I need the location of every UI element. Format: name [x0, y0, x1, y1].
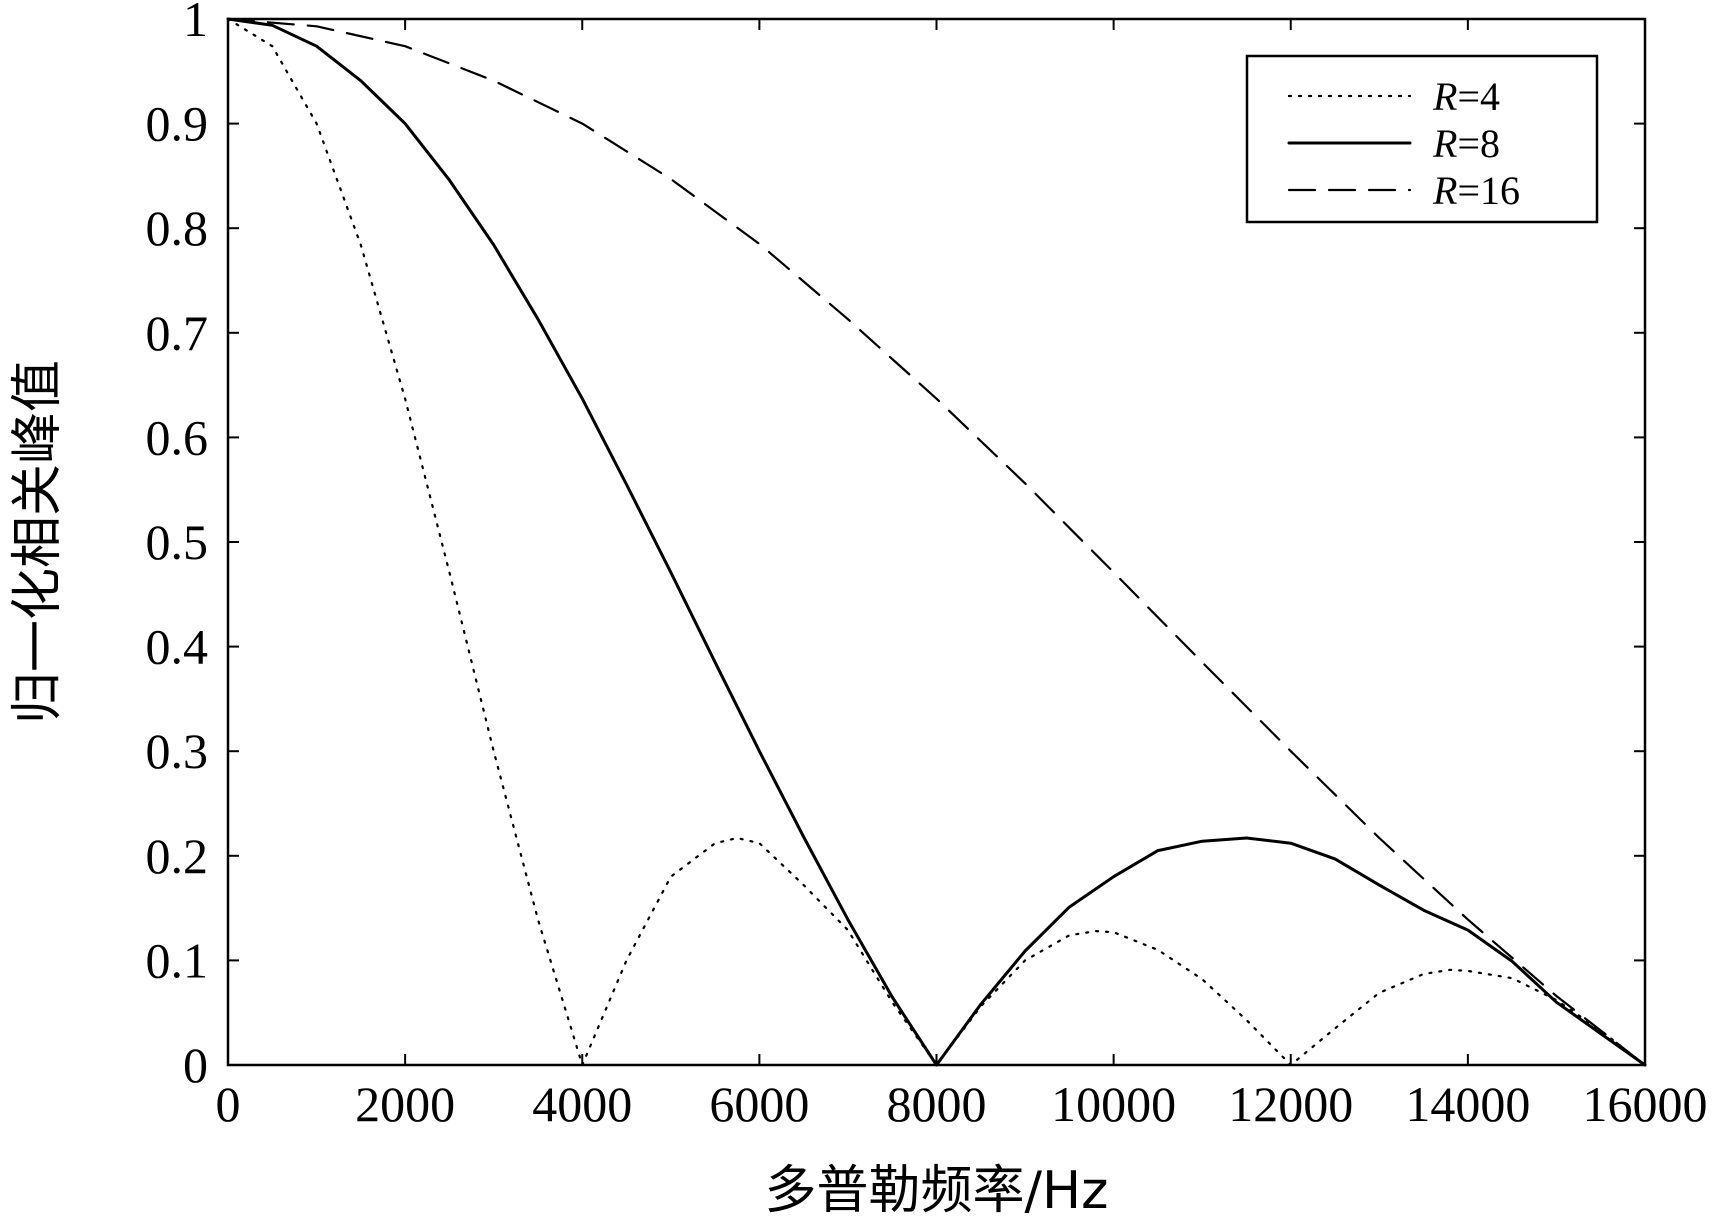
legend-label-value: =4: [1457, 74, 1500, 119]
x-tick-label: 14000: [1405, 1076, 1530, 1132]
legend-label: R=16: [1432, 168, 1520, 213]
x-tick-label: 8000: [887, 1076, 987, 1132]
plot-area-frame: [226, 17, 1647, 1067]
legend-box: [1245, 54, 1599, 224]
legend-label-value: =16: [1457, 168, 1520, 213]
legend-label-variable: R: [1432, 121, 1457, 166]
legend: R=4R=8R=16: [1245, 54, 1599, 224]
y-tick-label: 1: [183, 0, 208, 47]
y-tick-label: 0.2: [146, 828, 209, 884]
legend-entry: R=4: [1287, 74, 1500, 119]
legend-label-variable: R: [1432, 168, 1457, 213]
tick-layer: 0 2000 4000 6000 8000 10000 12000 14000 16000 0 0.…: [146, 0, 1708, 1132]
y-tick-label: 0.1: [146, 932, 209, 988]
y-tick-label: 0.5: [146, 514, 209, 570]
legend-entry: R=16: [1287, 168, 1520, 213]
y-tick-label: 0.4: [146, 619, 209, 675]
series-line-r-16: [226, 17, 1647, 1067]
x-tick-label: 4000: [532, 1076, 632, 1132]
y-axis-label: 归一化相关峰值: [8, 360, 68, 724]
x-tick-label: 6000: [709, 1076, 809, 1132]
x-tick-label: 12000: [1228, 1076, 1353, 1132]
x-axis-label: 多普勒频率/Hz: [765, 1161, 1109, 1221]
legend-label-variable: R: [1432, 74, 1457, 119]
y-tick-label: 0.3: [146, 723, 209, 779]
y-tick-label: 0.6: [146, 409, 209, 465]
y-tick-label: 0.9: [146, 96, 209, 152]
legend-label-value: =8: [1457, 121, 1500, 166]
x-tick-label: 16000: [1583, 1076, 1708, 1132]
y-tick-label: 0.7: [146, 305, 209, 361]
x-tick-label: 10000: [1051, 1076, 1176, 1132]
y-tick-label: 0.8: [146, 200, 209, 256]
y-tick-label: 0: [183, 1037, 208, 1093]
legend-entry: R=8: [1287, 121, 1500, 166]
legend-label: R=8: [1432, 121, 1500, 166]
x-tick-label: 2000: [355, 1076, 455, 1132]
legend-label: R=4: [1432, 74, 1500, 119]
x-tick-label: 0: [216, 1076, 241, 1132]
